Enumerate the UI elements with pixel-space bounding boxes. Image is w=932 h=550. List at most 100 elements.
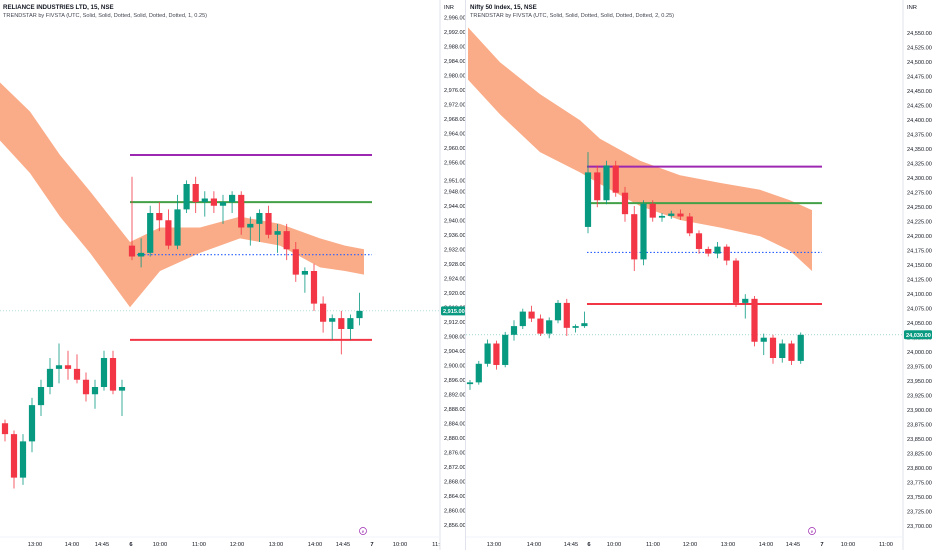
candle-down xyxy=(64,365,72,369)
y-tick-label: 24,350.00 xyxy=(907,147,932,153)
y-tick-label: 2,888.00 xyxy=(444,407,466,413)
candle-down xyxy=(732,260,740,303)
price-tag xyxy=(441,306,466,316)
y-tick-label: 24,450.00 xyxy=(907,89,932,95)
candle-down xyxy=(563,302,570,328)
y-tick-label: 24,225.00 xyxy=(907,220,932,226)
candle-down xyxy=(751,298,758,342)
y-tick-label: 2,884.00 xyxy=(444,421,466,427)
session-marker-icon xyxy=(808,527,816,535)
y-tick-label: 2,860.00 xyxy=(444,508,466,514)
y-tick-label: 24,175.00 xyxy=(907,249,932,255)
x-tick-label: 14:00 xyxy=(759,542,774,548)
candle-down xyxy=(310,271,318,304)
y-tick-label: 24,500.00 xyxy=(907,60,932,66)
candle-up xyxy=(572,326,579,328)
left-chart-pane: INR 2,996.00 2,992.00 2,988.00 2,984.00 2,980… xyxy=(0,0,466,550)
y-tick-label: 2,976.00 xyxy=(444,88,466,94)
x-tick-label: 12:00 xyxy=(230,542,245,548)
y-tick-label: 2,880.00 xyxy=(444,436,466,442)
left-pane-indicator[interactable]: TRENDSTAR by FIVSTA (UTC, Solid, Solid, … xyxy=(3,13,208,19)
y-tick-label: 2,944.00 xyxy=(444,204,466,210)
trend-band xyxy=(468,27,812,272)
y-tick-label: 23,750.00 xyxy=(907,495,932,501)
x-tick-label: 13:00 xyxy=(487,542,502,548)
x-tick-label: 14:00 xyxy=(65,542,80,548)
y-tick-label: 2,948.00 xyxy=(444,189,466,195)
candle-down xyxy=(594,172,601,201)
y-tick-label: 24,200.00 xyxy=(907,234,932,240)
y-tick-label: 23,850.00 xyxy=(907,437,932,443)
candle-up xyxy=(640,203,647,260)
y-tick-label: 2,984.00 xyxy=(444,59,466,65)
x-tick-label: 10:00 xyxy=(393,542,408,548)
y-tick-label: 24,050.00 xyxy=(907,321,932,327)
currency-label: INR xyxy=(444,5,454,11)
candle-up xyxy=(714,246,721,254)
price-tag xyxy=(904,330,932,340)
candle-up xyxy=(760,337,767,342)
candle-up xyxy=(475,363,482,383)
y-tick-label: 2,960.00 xyxy=(444,146,466,152)
candle-down xyxy=(10,434,18,478)
y-tick-label: 24,525.00 xyxy=(907,46,932,52)
y-tick-label: 2,892.00 xyxy=(444,392,466,398)
left-pane-title[interactable]: RELIANCE INDUSTRIES LTD, 15, NSE xyxy=(3,4,114,11)
y-tick-label: 2,912.00 xyxy=(444,320,466,326)
candle-up xyxy=(658,215,666,218)
candle-down xyxy=(769,337,777,358)
y-tick-label: 2,908.00 xyxy=(444,334,466,340)
x-tick-label: 6 xyxy=(129,542,133,548)
x-tick-label: 7 xyxy=(370,542,373,548)
price-tag-label: 2,915.00 xyxy=(443,309,465,315)
candle-up xyxy=(28,405,36,442)
y-tick-label: 2,956.00 xyxy=(444,160,466,166)
y-tick-label: 2,924.00 xyxy=(444,276,466,282)
candle-down xyxy=(283,231,290,250)
right-pane-title[interactable]: Nifty 50 Index, 15, NSE xyxy=(470,4,537,11)
candle-up xyxy=(797,334,804,361)
right-pane-indicator[interactable]: TRENDSTAR by FIVSTA (UTC, Solid, Solid, … xyxy=(470,13,675,19)
price-tag-label: 24,030.00 xyxy=(906,333,931,339)
y-tick-label: 2,932.00 xyxy=(444,247,466,253)
y-tick-label: 23,950.00 xyxy=(907,379,932,385)
y-tick-label: 24,300.00 xyxy=(907,176,932,182)
trend-band xyxy=(0,82,364,308)
y-tick-label: 2,872.00 xyxy=(444,465,466,471)
candle-up xyxy=(274,231,281,235)
candle-up xyxy=(546,320,553,334)
candle-up xyxy=(581,323,588,327)
candle-up xyxy=(356,310,363,319)
y-tick-label: 2,940.00 xyxy=(444,218,466,224)
y-tick-label: 2,904.00 xyxy=(444,349,466,355)
x-tick-label: 10:00 xyxy=(841,542,856,548)
y-tick-label: 2,920.00 xyxy=(444,291,466,297)
candle-up xyxy=(46,368,54,387)
y-tick-label: 24,475.00 xyxy=(907,75,932,81)
y-tick-label: 23,700.00 xyxy=(907,524,932,530)
candle-up xyxy=(668,213,675,216)
candle-down xyxy=(265,213,272,235)
y-tick-label: 24,275.00 xyxy=(907,191,932,197)
y-tick-label: 2,936.00 xyxy=(444,233,466,239)
session-marker-icon xyxy=(359,527,367,535)
candle-down xyxy=(210,198,217,206)
candle-up xyxy=(466,382,474,385)
y-tick-label: 2,876.00 xyxy=(444,450,466,456)
y-tick-label: 23,825.00 xyxy=(907,452,932,458)
y-tick-label: 2,928.00 xyxy=(444,262,466,268)
candle-up xyxy=(502,334,509,365)
candle-down xyxy=(612,165,619,193)
x-tick-label: 11:00 xyxy=(879,542,893,548)
candle-up xyxy=(55,365,63,369)
y-tick-label: 2,988.00 xyxy=(444,44,466,50)
candle-up xyxy=(329,318,336,322)
y-tick-label: 2,968.00 xyxy=(444,117,466,123)
x-tick-label: 11:00 xyxy=(646,542,660,548)
y-tick-label: 23,800.00 xyxy=(907,466,932,472)
y-tick-label: 24,100.00 xyxy=(907,292,932,298)
y-tick-label: 2,900.00 xyxy=(444,363,466,369)
candle-down xyxy=(292,249,299,275)
y-tick-label: 23,725.00 xyxy=(907,510,932,516)
x-tick-label: 11:00 xyxy=(192,542,206,548)
